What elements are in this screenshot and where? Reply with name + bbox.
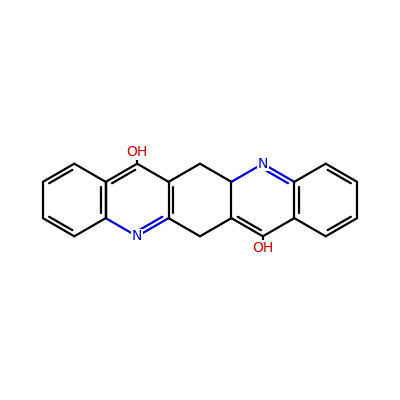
Text: N: N — [258, 157, 268, 171]
Text: OH: OH — [126, 145, 148, 159]
Text: OH: OH — [252, 241, 274, 255]
Text: N: N — [132, 229, 142, 243]
